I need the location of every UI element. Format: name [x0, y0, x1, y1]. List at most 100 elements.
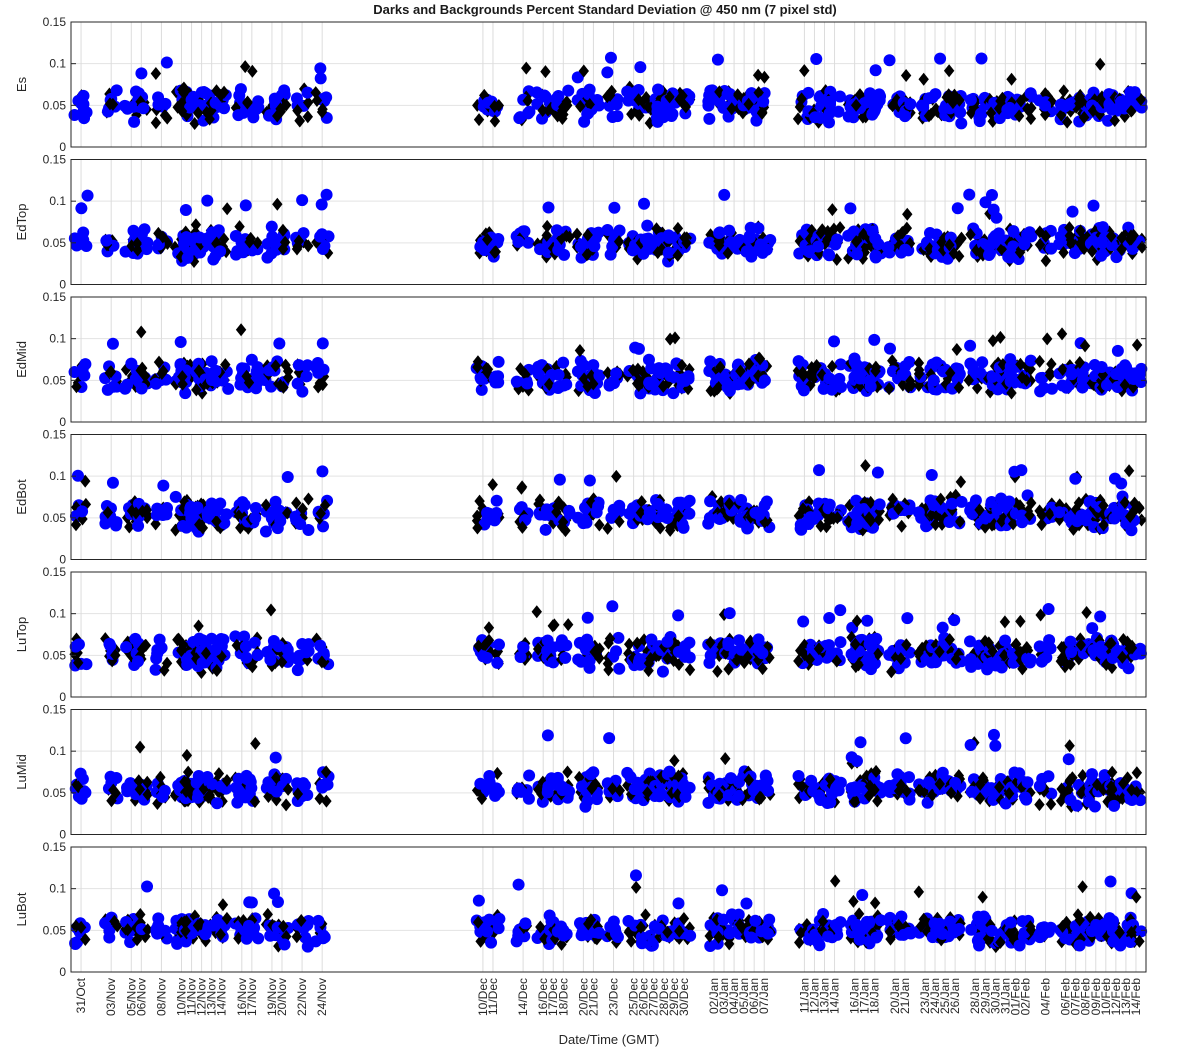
data-point-diamond	[1015, 94, 1027, 108]
data-point-circle	[234, 83, 247, 96]
data-point-diamond	[754, 352, 766, 366]
data-point-diamond	[270, 359, 281, 373]
data-point-circle	[492, 922, 505, 935]
y-axis-label: EdBot	[14, 479, 29, 515]
data-point-diamond	[743, 357, 755, 371]
y-tick-label: 0.1	[49, 194, 66, 208]
data-point-diamond	[297, 502, 308, 516]
data-point-diamond	[652, 246, 663, 260]
data-point-circle	[81, 189, 94, 202]
data-point-circle	[629, 341, 642, 354]
data-point-circle	[731, 378, 744, 391]
data-point-diamond	[161, 235, 172, 249]
data-point-circle	[135, 382, 148, 395]
data-point-circle	[604, 51, 617, 64]
data-point-diamond	[634, 108, 645, 122]
data-point-diamond	[949, 88, 960, 102]
data-point-circle	[603, 379, 616, 392]
data-point-circle	[71, 469, 84, 482]
data-point-circle	[611, 930, 624, 943]
data-point-circle	[1095, 236, 1108, 249]
data-point-circle	[239, 640, 252, 653]
data-point-circle	[292, 359, 305, 372]
data-point-diamond	[136, 325, 147, 339]
data-point-diamond	[303, 96, 314, 110]
data-point-circle	[757, 95, 770, 108]
data-point-circle	[797, 615, 810, 628]
data-point-circle	[492, 638, 505, 651]
data-point-circle	[955, 117, 968, 130]
data-point-diamond	[822, 232, 833, 246]
data-point-circle	[834, 604, 847, 617]
data-point-diamond	[522, 94, 533, 108]
data-point-diamond	[487, 478, 498, 492]
data-point-diamond	[584, 98, 595, 112]
data-point-circle	[832, 105, 845, 118]
data-point-circle	[492, 232, 505, 245]
data-point-circle	[925, 469, 938, 482]
data-point-diamond	[557, 104, 568, 118]
data-point-circle	[652, 83, 665, 96]
data-point-circle	[745, 87, 758, 100]
data-point-circle	[191, 501, 204, 514]
data-point-circle	[847, 111, 860, 124]
data-point-circle	[475, 383, 488, 396]
data-point-diamond	[153, 355, 165, 369]
data-point-circle	[987, 728, 1000, 741]
data-point-diamond	[190, 218, 202, 232]
data-point-diamond	[997, 91, 1008, 105]
panels: 00.050.10.15Es00.050.10.15EdTop00.050.10…	[14, 15, 1148, 979]
data-point-circle	[200, 232, 213, 245]
data-point-circle	[121, 378, 134, 391]
data-point-circle	[160, 56, 173, 69]
data-point-diamond	[883, 382, 895, 396]
data-point-circle	[491, 656, 504, 669]
data-point-circle	[169, 490, 182, 503]
data-point-diamond	[722, 246, 734, 260]
data-point-diamond	[1075, 236, 1087, 250]
data-point-circle	[152, 98, 165, 111]
data-point-diamond	[1094, 57, 1106, 71]
data-point-circle	[1094, 610, 1107, 623]
data-point-circle	[679, 790, 692, 803]
data-point-diamond	[1022, 102, 1033, 116]
data-point-diamond	[1074, 355, 1085, 369]
data-point-circle	[683, 90, 696, 103]
data-point-circle	[151, 927, 164, 940]
y-tick-label: 0.15	[43, 290, 67, 304]
y-tick-label: 0.1	[49, 332, 66, 346]
data-point-diamond	[71, 380, 82, 394]
data-point-circle	[150, 652, 163, 665]
data-point-circle	[752, 222, 765, 235]
data-point-circle	[883, 342, 896, 355]
data-point-circle	[205, 355, 218, 368]
data-point-circle	[588, 240, 601, 253]
data-point-diamond	[211, 514, 222, 528]
data-point-circle	[1021, 228, 1034, 241]
y-axis-label: EdMid	[14, 341, 29, 378]
data-point-circle	[209, 96, 222, 109]
data-point-circle	[826, 787, 839, 800]
data-point-circle	[157, 479, 170, 492]
data-point-circle	[610, 98, 623, 111]
data-point-diamond	[107, 97, 119, 111]
data-point-diamond	[560, 524, 571, 538]
data-point-diamond	[302, 110, 314, 124]
data-point-circle	[861, 614, 874, 627]
data-point-diamond	[995, 330, 1006, 344]
data-point-circle	[138, 223, 151, 236]
data-point-diamond	[516, 480, 528, 494]
data-point-circle	[184, 101, 197, 114]
y-tick-label: 0	[59, 140, 66, 154]
data-point-circle	[823, 116, 836, 129]
data-point-diamond	[636, 495, 647, 509]
data-point-circle	[651, 100, 664, 113]
data-point-diamond	[1074, 97, 1085, 111]
data-point-circle	[1053, 506, 1066, 519]
data-point-circle	[948, 614, 961, 627]
data-point-diamond	[1006, 72, 1017, 86]
data-point-circle	[550, 92, 563, 105]
data-point-circle	[603, 732, 616, 745]
data-point-diamond	[735, 364, 746, 378]
